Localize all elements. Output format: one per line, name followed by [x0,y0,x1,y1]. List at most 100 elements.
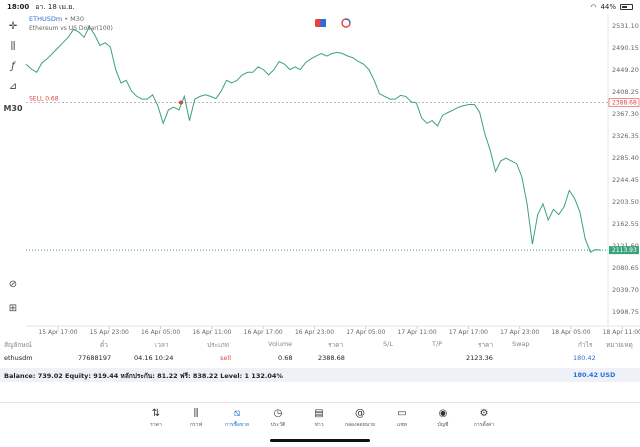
col-profit: กำไร [578,341,593,349]
balance-row: Balance: 739.02 Equity: 919.44 หลักประกั… [0,368,640,382]
positions-header: สัญลักษณ์ ตั๋ว เวลา ประเภท Volume ราคา S… [0,338,640,350]
y-tick-label: 1998.75 [612,308,639,316]
chart-svg[interactable]: 2531.10 2490.15 2449.20 2408.25 2367.30 2326.… [26,14,640,338]
battery-percent: 44% [600,3,616,11]
wifi-icon: ◠ [590,3,597,11]
position-profit: 180.42 [573,354,596,362]
position-time: 04.16 10:24 [134,354,174,362]
status-date: อา. 18 เม.ย. [35,2,75,11]
tab-trade[interactable]: ⧅ การซื้อขาย [217,407,257,429]
x-tick-label: 15 Apr 17:00 [38,329,77,336]
y-tick-label: 2162.55 [612,220,639,228]
y-tick-label: 2449.20 [612,66,639,74]
positions-panel: สัญลักษณ์ ตั๋ว เวลา ประเภท Volume ราคา S… [0,338,640,384]
y-tick-label: 2367.30 [612,110,639,118]
position-price: 2388.68 [318,354,345,362]
entry-marker [179,100,183,105]
chart-toolbar: ✛ ⫼ ƒ ⊿ M30 ⊘ ⊞ [0,14,26,334]
position-ticket: 77688197 [78,354,112,362]
add-window-icon[interactable]: ⊞ [8,302,18,314]
chart-symbol-label: ETHUSDm • M30 [29,15,84,23]
candlestick-icon[interactable]: ⫼ [10,40,16,52]
sell-label[interactable]: SELL 0.68 [29,96,59,103]
position-type: sell [220,354,231,362]
news-icon: ▤ [314,408,324,419]
account-icon: ◉ [438,408,448,419]
y-tick-label: 2531.10 [612,22,639,30]
price-chart[interactable]: 2531.10 2490.15 2449.20 2408.25 2367.30 2326.… [26,14,640,338]
settings-icon: ⚙ [479,408,489,419]
col-comment: หมายเหตุ [606,341,633,349]
status-time: 18:00 [7,3,30,11]
tab-mailbox[interactable]: @ กล่องจดหมาย [340,407,380,429]
col-time: เวลา [155,341,169,349]
y-tick-label: 2326.35 [612,132,639,140]
chart-icon: ⫼ [193,408,199,419]
x-tick-label: 15 Apr 23:00 [90,329,129,336]
col-symbol: สัญลักษณ์ [4,341,32,349]
col-price: ราคา [328,341,344,349]
crosshair-icon[interactable]: ✛ [8,20,18,32]
col-volume: Volume [268,340,293,348]
y-tick-label: 2080.65 [612,264,639,272]
y-tick-label: 2121.60 [612,242,639,250]
open-price-value: 2388.68 [612,100,637,107]
x-tick-label: 18 Apr 05:00 [551,329,590,336]
y-tick-label: 2490.15 [612,44,639,52]
timeframe-button[interactable]: M30 [3,103,23,113]
position-symbol: ethusdm [4,354,33,362]
trade-icon: ⧅ [233,408,241,419]
chart-description: Ethereum vs US Dollar(100) [29,25,113,32]
balance-summary: Balance: 739.02 Equity: 919.44 หลักประกั… [4,372,283,380]
history-icon: ◷ [273,408,283,419]
position-volume: 0.68 [278,354,293,362]
col-swap: Swap [512,340,530,348]
tab-history[interactable]: ◷ ประวัติ [258,407,298,429]
objects-icon[interactable]: ⊿ [8,80,18,92]
x-tick-label: 16 Apr 17:00 [244,329,283,336]
zoom-icon[interactable]: ⊘ [8,278,18,290]
col-ticket: ตั๋ว [100,341,108,349]
x-tick-label: 16 Apr 05:00 [141,329,180,336]
x-tick-label: 18 Apr 11:00 [603,329,640,336]
battery-icon [620,4,633,10]
x-tick-label: 16 Apr 11:00 [192,329,231,336]
col-current-price: ราคา [478,341,494,349]
col-tp: T/P [432,340,443,348]
bottom-tab-bar: ⇅ ราคา ⫼ กราฟ ⧅ การซื้อขาย ◷ ประวัติ ▤ ข… [0,402,640,447]
balance-profit: 180.42 [573,371,599,379]
tab-account[interactable]: ◉ บัญชี [423,407,463,429]
y-tick-label: 2244.45 [612,176,639,184]
y-tick-label: 2285.40 [612,154,639,162]
x-tick-label: 17 Apr 11:00 [398,329,437,336]
one-click-trading-icon[interactable] [315,19,326,27]
mailbox-icon: @ [355,408,365,419]
price-line [26,25,602,253]
indicator-icon[interactable]: ƒ [11,60,15,72]
y-tick-label: 2039.70 [612,286,639,294]
tab-news[interactable]: ▤ ข่าว [299,407,339,429]
current-price-value: 2113.93 [612,247,637,254]
current-price-badge: 2113.93 [609,246,639,255]
balance-currency: USD [600,371,616,379]
position-row[interactable]: ethusdm 77688197 04.16 10:24 sell 0.68 2… [0,352,640,364]
col-sl: S/L [383,340,393,348]
quotes-icon: ⇅ [151,408,161,419]
position-current: 2123.36 [466,354,493,362]
home-indicator [270,439,370,442]
y-tick-label: 2408.25 [612,88,639,96]
tab-quotes[interactable]: ⇅ ราคา [136,407,176,429]
tab-settings[interactable]: ⚙ การตั้งค่า [464,407,504,429]
col-type: ประเภท [207,341,229,349]
connection-status-arc [345,18,351,24]
status-bar: 18:00 อา. 18 เม.ย. ◠ 44% [0,0,640,14]
open-price-badge: 2388.68 [608,98,640,107]
chat-icon: ▭ [397,408,407,419]
x-tick-label: 17 Apr 23:00 [500,329,539,336]
x-tick-label: 17 Apr 05:00 [346,329,385,336]
tab-chat[interactable]: ▭ แชท [382,407,422,429]
y-tick-label: 2203.50 [612,198,639,206]
tab-chart[interactable]: ⫼ กราฟ [176,407,216,429]
x-tick-label: 16 Apr 23:00 [295,329,334,336]
x-tick-label: 17 Apr 17:00 [449,329,488,336]
